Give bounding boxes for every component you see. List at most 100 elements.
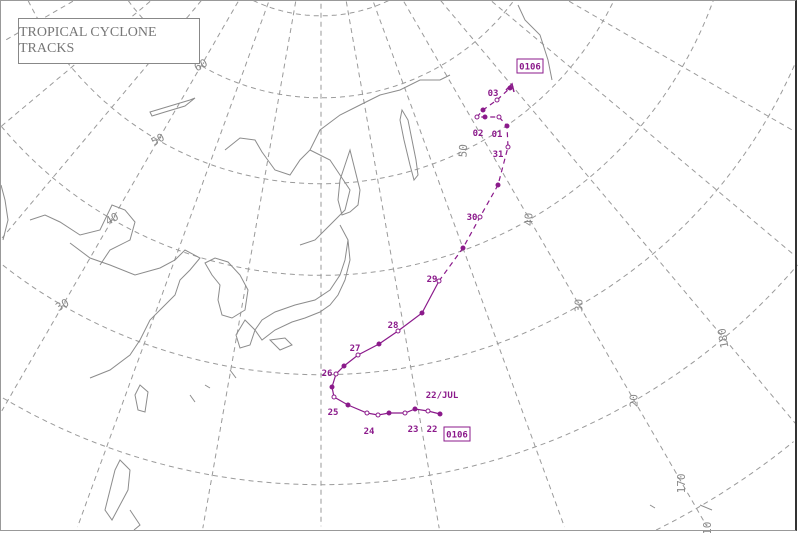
track-point-00utc xyxy=(412,406,418,412)
track-point-00utc xyxy=(419,310,425,316)
track-point-12utc xyxy=(395,328,401,334)
map-title: TROPICAL CYCLONE TRACKS xyxy=(18,18,200,64)
track-point-12utc xyxy=(425,408,431,414)
track-point-00utc xyxy=(495,182,501,188)
cyclone-track: 22 23 24 25 26 27 28 29 30 31 01 02 03 22/JUL 0106 0106 xyxy=(322,58,544,442)
parallel-40 xyxy=(0,0,714,276)
coastline-segment xyxy=(299,149,351,246)
track-point-00utc xyxy=(480,107,486,113)
cyclone-id-box-start xyxy=(443,426,471,442)
meridian-130 xyxy=(202,1,297,529)
track-day-label: 27 xyxy=(350,344,361,354)
track-solid xyxy=(331,280,441,416)
coastline-segment xyxy=(229,369,237,379)
coastline-segment xyxy=(204,384,211,389)
track-day-label: 26 xyxy=(322,369,333,379)
parallel-10 xyxy=(655,441,794,531)
coastline-segment xyxy=(235,319,256,349)
track-day-label: 03 xyxy=(488,89,499,99)
coastline-segment xyxy=(517,4,553,81)
lat-label-left-50: 50 xyxy=(149,131,167,149)
coastline-segment xyxy=(134,384,149,413)
track-point-12utc xyxy=(494,97,500,103)
cyclone-id-box-end xyxy=(516,58,544,74)
track-day-label: 22 xyxy=(427,425,438,435)
track-point-12utc xyxy=(477,214,483,220)
meridian-190 xyxy=(491,1,797,258)
coastline-segment xyxy=(649,504,656,509)
lat-label-right-50: 50 xyxy=(456,144,470,158)
track-point-00utc xyxy=(386,410,392,416)
lat-label-right-40: 40 xyxy=(523,213,536,226)
lat-label-left-40: 40 xyxy=(103,210,121,228)
track-dashed xyxy=(438,87,511,282)
track-point-12utc xyxy=(474,114,480,120)
track-point-12utc xyxy=(333,371,339,377)
lon-label-170: 170 xyxy=(675,473,688,493)
track-point-00utc xyxy=(482,114,488,120)
meridian-110 xyxy=(1,1,239,412)
track-point-12utc xyxy=(496,114,502,120)
track-day-label: 01 xyxy=(492,130,503,140)
parallel-70 xyxy=(252,0,390,17)
track-day-label: 30 xyxy=(467,213,478,223)
track-point-12utc xyxy=(364,410,370,416)
track-point-12utc xyxy=(375,412,381,418)
coastline-segment xyxy=(204,257,249,319)
track-point-00utc xyxy=(345,402,351,408)
coastline-segment xyxy=(129,509,141,531)
parallel-30 xyxy=(2,59,798,376)
track-day-label: 28 xyxy=(388,321,399,331)
track-point-00utc xyxy=(437,411,443,417)
coastline-segment xyxy=(699,504,713,511)
coastline-segment xyxy=(29,204,136,266)
lat-label-left-30: 30 xyxy=(53,296,71,314)
track-day-label: 23 xyxy=(408,425,419,435)
track-start-date-label: 22/JUL xyxy=(426,391,459,401)
track-point-00utc xyxy=(376,341,382,347)
coastlines xyxy=(0,4,713,531)
track-day-label: 29 xyxy=(427,275,438,285)
coastline-segment xyxy=(104,459,131,521)
meridian-200 xyxy=(568,0,797,133)
meridian-170 xyxy=(403,1,708,527)
meridian-160 xyxy=(373,2,565,528)
coastline-segment xyxy=(254,224,351,341)
coastline-segment xyxy=(149,97,196,117)
track-point-12utc xyxy=(402,410,408,416)
track-point-12utc xyxy=(505,144,511,150)
track-day-label: 24 xyxy=(364,427,375,437)
track-day-label: 31 xyxy=(493,150,504,160)
coastline-segment xyxy=(189,394,196,403)
coastline-segment xyxy=(268,337,293,351)
meridian-150 xyxy=(345,1,440,529)
meridian-120 xyxy=(77,2,269,528)
track-point-12utc xyxy=(436,278,442,284)
track-point-00utc xyxy=(329,384,335,390)
cyclone-id-label: 0106 xyxy=(519,63,541,73)
track-point-00utc xyxy=(341,363,347,369)
coastline-segment xyxy=(337,148,361,216)
lat-label-right-10: 10 xyxy=(701,522,714,533)
meridian-180 xyxy=(440,0,796,424)
parallel-20 xyxy=(2,264,798,486)
track-point-12utc xyxy=(355,352,361,358)
coastline-segment xyxy=(399,108,419,182)
track-end-arrow-icon xyxy=(505,82,515,93)
track-day-label: 02 xyxy=(473,129,484,139)
coastline-segment xyxy=(224,74,451,176)
track-point-00utc xyxy=(460,245,466,251)
cyclone-id-label: 0106 xyxy=(446,431,468,441)
lat-label-right-30: 30 xyxy=(572,299,585,312)
coastline-segment xyxy=(69,242,201,379)
lat-label-right-20: 20 xyxy=(627,394,640,407)
track-point-12utc xyxy=(331,394,337,400)
coastline-segment xyxy=(0,184,9,241)
track-day-label: 25 xyxy=(328,408,339,418)
track-point-00utc xyxy=(504,123,510,129)
lon-label-180: 180 xyxy=(715,327,731,349)
